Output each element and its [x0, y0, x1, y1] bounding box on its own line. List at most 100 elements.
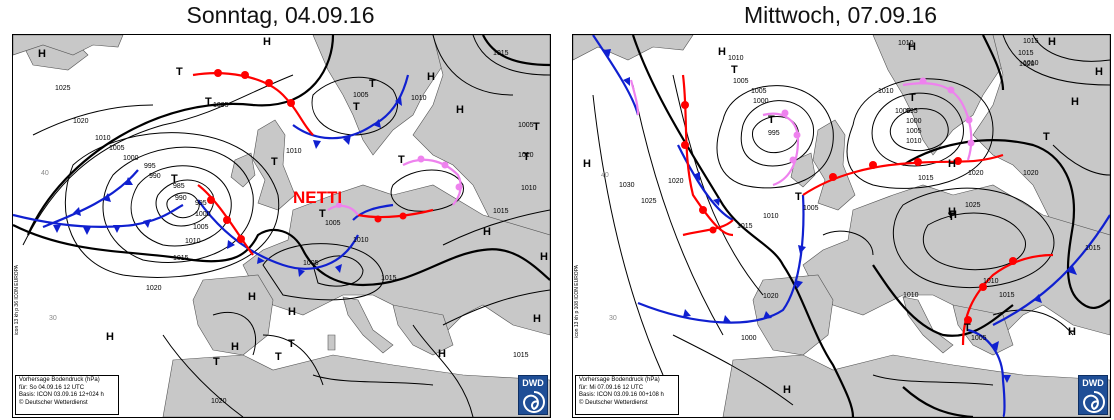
svg-text:1020: 1020 — [211, 398, 227, 405]
north-africa — [722, 354, 1110, 417]
svg-text:1015: 1015 — [999, 292, 1015, 299]
info-line: Vorhersage Bodendruck (hPa) — [579, 377, 660, 383]
svg-text:H: H — [948, 206, 956, 218]
map-graphic-sunday: 40 30 1025 1020 1010 1005 1000 995 990 9… — [13, 35, 550, 417]
svg-text:1000: 1000 — [906, 118, 922, 125]
svg-text:1010: 1010 — [518, 152, 534, 159]
svg-text:T: T — [271, 156, 278, 168]
svg-text:1015: 1015 — [173, 255, 189, 262]
weather-map-wednesday: 40 30 1010 1005 1010 1005 1000 995 1020 … — [572, 34, 1111, 418]
svg-text:1010: 1010 — [411, 95, 427, 102]
svg-text:1000: 1000 — [753, 98, 769, 105]
ireland — [790, 152, 816, 188]
dwd-logo: DWD — [1078, 375, 1108, 415]
svg-text:H: H — [483, 226, 491, 238]
svg-text:1005: 1005 — [895, 108, 911, 115]
greenland — [13, 35, 124, 56]
weather-map-sunday: 40 30 1025 1020 1010 1005 1000 995 990 9… — [12, 34, 551, 418]
svg-text:H: H — [427, 71, 435, 83]
svg-text:H: H — [248, 291, 256, 303]
finland-russia — [972, 35, 1110, 236]
info-line: für: Mi 07.09.16 12 UTC — [579, 384, 644, 391]
svg-text:1005: 1005 — [751, 88, 767, 95]
svg-text:1015: 1015 — [493, 208, 509, 215]
svg-text:990: 990 — [149, 173, 161, 180]
info-line: © Deutscher Wetterdienst — [19, 399, 88, 406]
svg-text:1015: 1015 — [513, 352, 529, 359]
info-line: Basis: ICON 03.09.16 12+024 h — [19, 392, 104, 399]
svg-text:H: H — [783, 384, 791, 396]
land-masses — [13, 35, 550, 417]
svg-text:1005: 1005 — [325, 220, 341, 227]
italy — [342, 296, 394, 354]
svg-text:1015: 1015 — [493, 50, 509, 57]
greenland — [573, 35, 694, 61]
svg-text:H: H — [908, 41, 916, 53]
info-line: für: So 04.09.16 12 UTC — [19, 384, 85, 391]
svg-text:T: T — [398, 154, 405, 166]
svg-text:T: T — [533, 121, 540, 133]
svg-text:1000: 1000 — [195, 211, 211, 218]
svg-text:1015: 1015 — [1018, 50, 1034, 57]
svg-text:995: 995 — [195, 200, 207, 207]
svg-text:1005: 1005 — [193, 224, 209, 231]
svg-text:H: H — [583, 158, 591, 170]
svg-text:1010: 1010 — [983, 278, 999, 285]
svg-text:1005: 1005 — [733, 78, 749, 85]
forecast-info-box: Vorhersage Bodendruck (hPa) für: Mi 07.0… — [575, 375, 679, 415]
svg-text:1015: 1015 — [737, 223, 753, 230]
svg-text:1025: 1025 — [55, 85, 71, 92]
svg-text:1005: 1005 — [303, 260, 319, 267]
warm-front-semicircles — [681, 101, 1017, 324]
svg-text:T: T — [369, 78, 376, 90]
svg-text:T: T — [523, 151, 530, 163]
british-isles — [812, 119, 856, 211]
isobar-labels: 1025 1020 1010 1005 1000 995 990 985 990… — [55, 50, 537, 405]
svg-text:H: H — [533, 313, 541, 325]
svg-text:H: H — [540, 251, 548, 263]
svg-text:1010: 1010 — [898, 40, 914, 47]
svg-text:1015: 1015 — [918, 175, 934, 182]
svg-text:T: T — [205, 96, 212, 108]
cold-front-triangles — [53, 97, 402, 277]
north-africa — [162, 354, 550, 417]
svg-text:T: T — [948, 211, 955, 223]
svg-text:985: 985 — [173, 183, 185, 190]
svg-text:T: T — [171, 173, 178, 185]
pressure-centers: H T T T T T H H H H H H H H T T H H — [583, 36, 1103, 396]
dwd-logo: DWD — [518, 375, 548, 415]
svg-text:990: 990 — [175, 195, 187, 202]
svg-text:1010: 1010 — [903, 292, 919, 299]
svg-text:H: H — [263, 36, 271, 48]
svg-text:H: H — [1071, 96, 1079, 108]
svg-text:1005: 1005 — [353, 92, 369, 99]
pressure-centers: H H T T T T T T T T H H H T T H H H H H … — [38, 36, 548, 368]
svg-text:995: 995 — [144, 163, 156, 170]
svg-text:T: T — [319, 208, 326, 220]
occlusion-symbols — [781, 77, 975, 164]
svg-text:T: T — [288, 338, 295, 350]
storm-name-label: NETTI — [293, 188, 342, 207]
latitude-label: 30 — [609, 315, 617, 322]
info-line: Vorhersage Bodendruck (hPa) — [19, 377, 100, 383]
svg-text:1025: 1025 — [641, 198, 657, 205]
latitude-label: 30 — [49, 315, 57, 322]
svg-text:1000: 1000 — [741, 335, 757, 342]
svg-text:1030: 1030 — [619, 182, 635, 189]
panel-title-wednesday: Mittwoch, 07.09.16 — [743, 2, 938, 28]
svg-text:T: T — [795, 191, 802, 203]
svg-text:H: H — [456, 104, 464, 116]
cold-fronts — [592, 35, 1110, 417]
svg-text:T: T — [275, 351, 282, 363]
svg-text:1005: 1005 — [803, 205, 819, 212]
svg-text:H: H — [106, 331, 114, 343]
ireland — [230, 152, 256, 188]
forecast-info-box: Vorhersage Bodendruck (hPa) für: So 04.0… — [15, 375, 119, 415]
british-isles — [252, 119, 296, 211]
svg-text:1010: 1010 — [878, 88, 894, 95]
svg-text:1010: 1010 — [906, 138, 922, 145]
model-side-label: icon 13 kh p 36 ICON EUROPA — [14, 265, 20, 335]
svg-text:995: 995 — [768, 130, 780, 137]
svg-text:1020: 1020 — [1019, 61, 1035, 68]
svg-text:H: H — [948, 158, 956, 170]
